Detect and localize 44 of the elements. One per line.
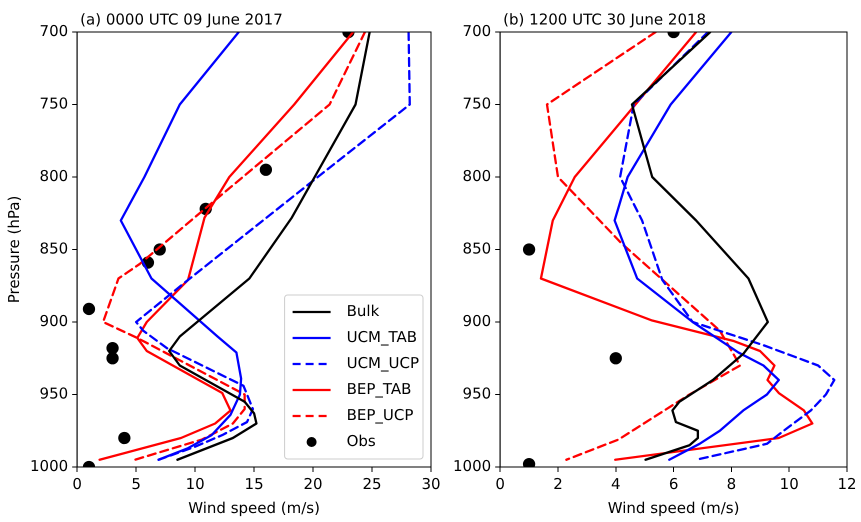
chart-title: (a) 0000 UTC 09 June 2017 <box>80 10 283 28</box>
y-tick-label: 950 <box>462 384 492 402</box>
x-tick-label: 2 <box>553 474 563 493</box>
x-tick-label: 25 <box>362 474 382 493</box>
y-tick-label: 850 <box>462 239 492 258</box>
chart-title: (b) 1200 UTC 30 June 2018 <box>503 10 706 28</box>
x-tick-label: 6 <box>668 474 678 493</box>
y-tick-label: 950 <box>40 384 68 402</box>
x-tick-label: 10 <box>780 474 799 493</box>
x-tick-label: 0 <box>72 474 82 493</box>
y-tick-label: 850 <box>40 239 68 258</box>
x-tick-label: 20 <box>304 474 323 493</box>
point <box>82 302 96 316</box>
x-tick-label: 30 <box>421 474 441 493</box>
x-tick-label: 0 <box>495 474 505 493</box>
x-tick-label: 4 <box>611 474 621 493</box>
y-tick-label: 700 <box>40 22 68 40</box>
legend-label: BEP_UCP <box>346 406 414 424</box>
y-tick-label: 900 <box>40 312 68 330</box>
y-tick-label: 750 <box>40 94 68 112</box>
y-tick-label: 800 <box>40 166 68 185</box>
legend-label: UCM_UCP <box>346 354 420 372</box>
y-tick-label: 800 <box>462 166 492 185</box>
point <box>118 432 130 444</box>
legend-label: UCM_TAB <box>346 328 418 346</box>
x-tick-label: 12 <box>837 474 857 493</box>
x-axis-title: Wind speed (m/s) <box>608 498 740 517</box>
point <box>260 164 272 176</box>
x-tick-label: 10 <box>186 474 205 493</box>
x-tick-label: 8 <box>726 474 736 493</box>
y-tick-label: 1000 <box>30 456 68 475</box>
legend-label: BEP_TAB <box>346 380 412 398</box>
x-tick-label: 15 <box>244 474 264 493</box>
y-tick-label: 900 <box>462 312 492 330</box>
point <box>106 352 119 364</box>
y-tick-label: 750 <box>462 94 492 112</box>
x-tick-label: 5 <box>131 474 141 493</box>
y-tick-label: 1000 <box>452 456 492 475</box>
y-tick-label: 700 <box>462 22 492 40</box>
point <box>106 342 119 354</box>
legend-label: Obs <box>346 432 376 450</box>
y-axis-title: Pressure (hPa) <box>4 196 23 304</box>
legend-label: Bulk <box>346 302 380 320</box>
x-axis-title: Wind speed (m/s) <box>188 498 320 517</box>
